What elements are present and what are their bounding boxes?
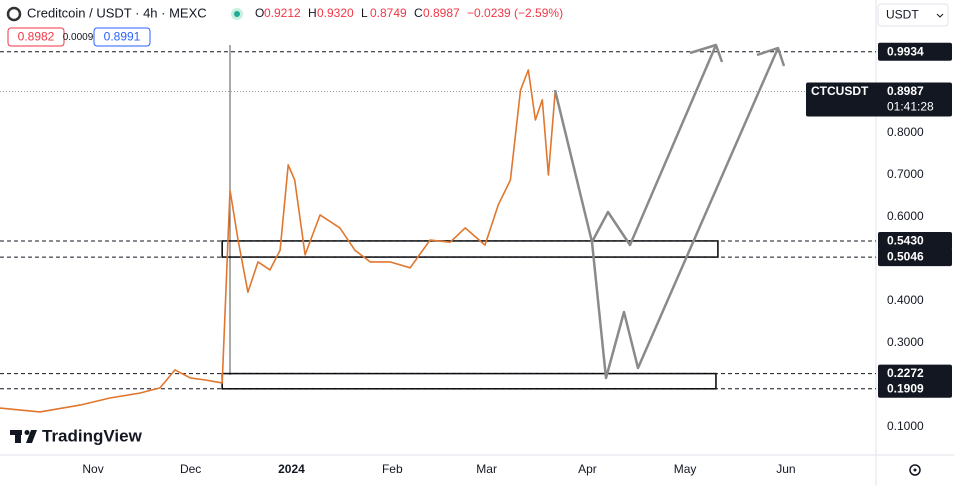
x-tick-label: May <box>674 462 697 476</box>
arrow-head <box>689 43 724 63</box>
spread: 0.0009 <box>63 32 94 43</box>
last-price-box <box>806 82 952 117</box>
bid-box[interactable] <box>7 27 65 47</box>
ohlc-value: 0.9212 <box>264 6 301 20</box>
ask-box[interactable] <box>93 27 151 47</box>
projection-path <box>590 47 780 380</box>
level-label-box <box>878 248 952 267</box>
ohlc-value: 0.9320 <box>317 6 354 20</box>
x-tick-label: Mar <box>476 462 497 476</box>
y-tick-label: 0.4000 <box>887 293 924 307</box>
ohlc-value: 0.8987 <box>423 6 460 20</box>
bid: 0.8982 <box>18 30 55 44</box>
x-tick-label: Apr <box>578 462 597 476</box>
plot <box>0 51 876 413</box>
gear <box>909 464 921 476</box>
x-tick-label: 2024 <box>278 462 305 476</box>
brand: TradingView <box>42 426 143 445</box>
level-label-box <box>878 379 952 398</box>
ohlc-key: L <box>361 6 368 20</box>
logo-part <box>26 430 37 443</box>
y-tick-label: 0.3000 <box>887 335 924 349</box>
brand-logo <box>10 430 37 443</box>
x-tick-label: Dec <box>180 462 201 476</box>
change: −0.0239 (−2.59%) <box>467 6 563 20</box>
level-label: 0.5430 <box>887 234 924 248</box>
status-dot-core <box>234 11 240 17</box>
symbol[interactable]: Creditcoin / USDT · 4h · MEXC <box>27 5 207 20</box>
ohlc-key: H <box>308 6 317 20</box>
x-tick-label: Feb <box>382 462 403 476</box>
ohlc-value: 0.8749 <box>370 6 407 20</box>
level-label-box <box>878 42 952 61</box>
symbol-logo <box>6 6 22 22</box>
level-label: 0.5046 <box>887 250 924 264</box>
ask: 0.8991 <box>104 30 141 44</box>
settings-icon[interactable] <box>909 464 921 476</box>
logo-part <box>24 430 30 435</box>
projection-path <box>553 44 718 247</box>
logo-part <box>15 430 21 443</box>
price-line <box>0 69 557 413</box>
projection <box>553 43 786 380</box>
countdown: 01:41:28 <box>887 100 934 114</box>
x-tick-label: Jun <box>776 462 795 476</box>
series-name: CTCUSDT <box>811 84 869 98</box>
dropdown-arrow <box>936 13 944 18</box>
arrow-head <box>756 46 786 67</box>
y-tick-label: 0.7000 <box>887 167 924 181</box>
ohlc-key: C <box>414 6 423 20</box>
x-tick-label: Nov <box>82 462 103 476</box>
level-label: 0.9934 <box>887 44 924 58</box>
y-tick-label: 0.8000 <box>887 125 924 139</box>
currency: USDT <box>886 8 919 22</box>
level-label-box <box>878 231 952 250</box>
currency-select[interactable] <box>877 3 949 27</box>
y-tick-label: 0.1000 <box>887 419 924 433</box>
level-label: 0.1909 <box>887 381 924 395</box>
level-label: 0.2272 <box>887 366 924 380</box>
level-label-box <box>878 364 952 383</box>
last-price-label: 0.8987 <box>887 84 924 98</box>
gear-center <box>913 468 917 472</box>
y-tick-label: 0.6000 <box>887 209 924 223</box>
ohlc-key: O <box>255 6 264 20</box>
